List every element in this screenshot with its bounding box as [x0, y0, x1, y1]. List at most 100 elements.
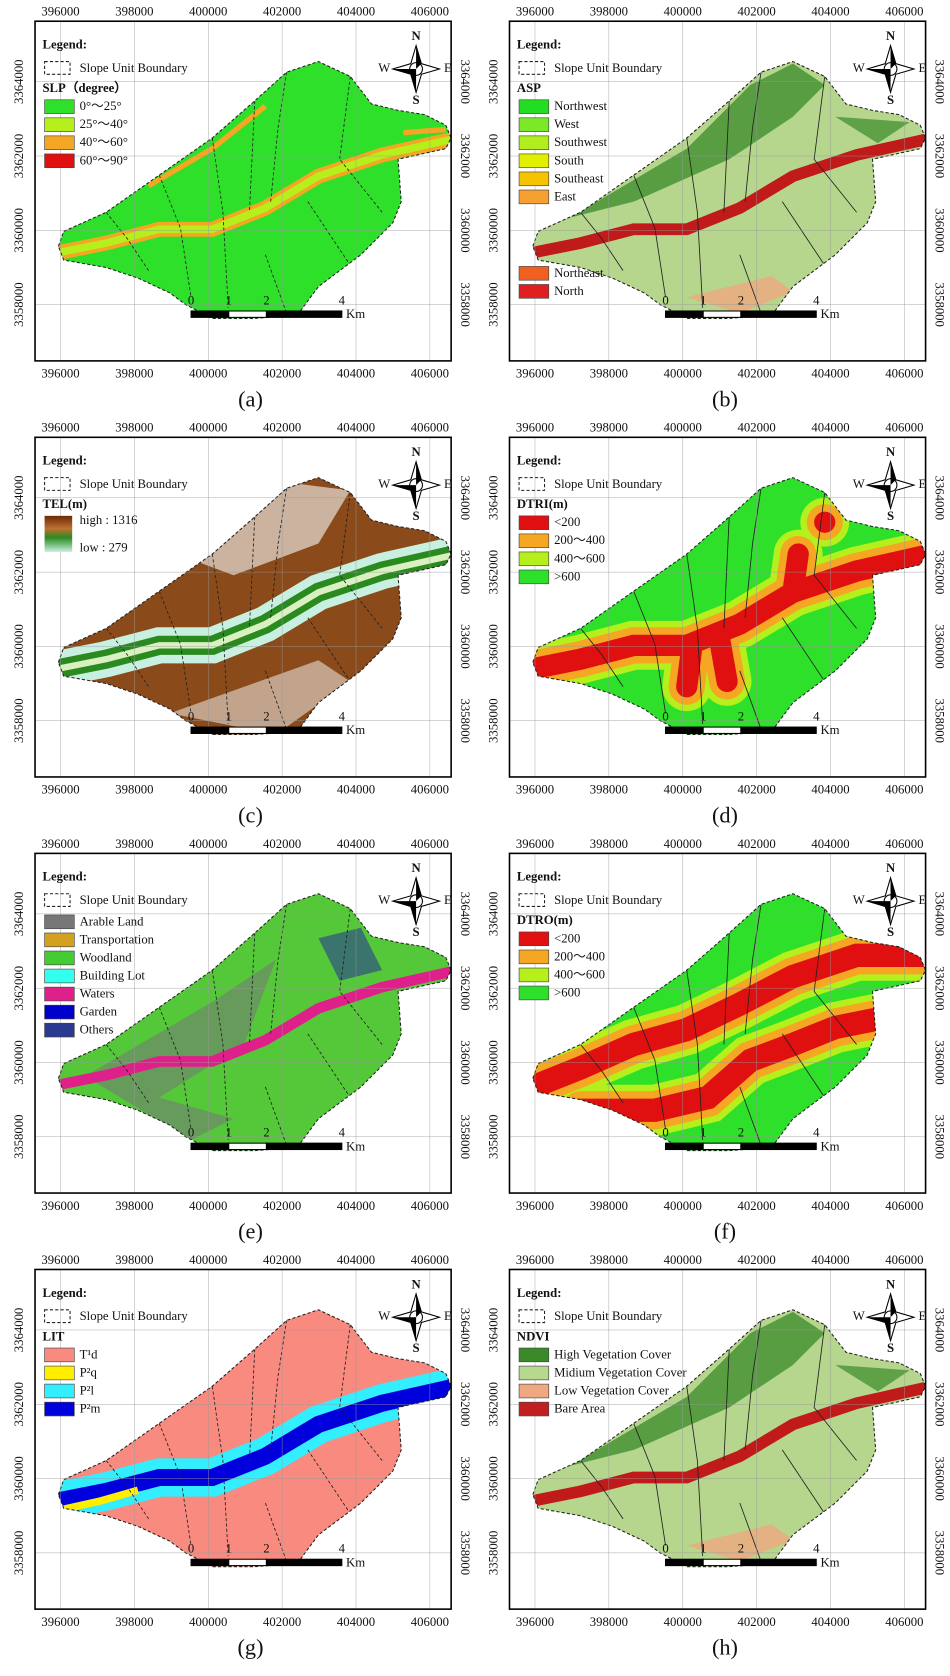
y-tick-label: 3358000	[12, 1115, 26, 1160]
scale-label: 4	[813, 1542, 820, 1556]
legend-label: Bare Area	[554, 1402, 606, 1416]
x-tick-label: 406000	[411, 783, 449, 797]
x-tick-label: 406000	[411, 1199, 449, 1213]
legend-label: Northwest	[554, 99, 607, 113]
compass-label: S	[887, 1341, 894, 1355]
x-tick-label: 402000	[263, 1253, 301, 1267]
compass-label: S	[887, 509, 894, 523]
legend-label: Midium Vegetation Cover	[554, 1365, 687, 1379]
watershed-boundary	[532, 477, 927, 736]
legend-swatch	[518, 99, 550, 114]
boundary-swatch	[518, 61, 546, 75]
y-tick-label: 3362000	[932, 134, 946, 179]
y-tick-label: 3362000	[12, 550, 26, 595]
y-tick-label: 3364000	[487, 1308, 501, 1353]
compass-label: S	[887, 93, 894, 107]
scale-label: 2	[738, 1542, 744, 1556]
legend-label: 0°～25°	[80, 99, 122, 113]
x-tick-label: 406000	[885, 1199, 923, 1213]
boundary-swatch	[518, 893, 546, 907]
watershed-boundary	[57, 60, 452, 319]
x-tick-label: 396000	[41, 1253, 79, 1267]
map-fill	[84, 959, 276, 1140]
y-tick-label: 3360000	[12, 624, 26, 669]
panel-caption: (b)	[712, 386, 738, 411]
gradient-swatch	[44, 515, 73, 552]
factor-title: DTRI(m)	[517, 497, 568, 511]
y-tick-label: 3362000	[458, 966, 472, 1011]
y-tick-label: 3364000	[487, 59, 501, 104]
boundary-swatch	[44, 893, 71, 907]
y-tick-label: 3360000	[458, 624, 472, 669]
factor-title: ASP	[517, 81, 541, 95]
compass-label: N	[411, 29, 421, 43]
legend-swatch	[44, 135, 75, 150]
watershed-boundary	[532, 60, 927, 319]
legend-swatch	[518, 135, 550, 150]
scale-label: 2	[263, 1542, 269, 1556]
x-tick-label: 406000	[885, 783, 923, 797]
compass-label: S	[413, 509, 420, 523]
compass-label: N	[411, 445, 421, 459]
legend-title: Legend:	[42, 1286, 87, 1300]
scale-unit: Km	[346, 1139, 365, 1153]
legend-label: >600	[554, 569, 580, 583]
x-tick-label: 404000	[811, 1615, 849, 1629]
legend-swatch	[44, 986, 75, 1002]
x-tick-label: 404000	[811, 837, 849, 851]
x-tick-label: 396000	[516, 5, 554, 19]
legend-label: Northeast	[554, 266, 604, 280]
y-tick-label: 3360000	[932, 208, 946, 253]
x-tick-label: 406000	[411, 367, 449, 381]
y-tick-label: 3362000	[932, 966, 946, 1011]
compass-rose	[883, 894, 898, 909]
y-tick-label: 3364000	[932, 892, 946, 937]
map-band	[532, 1378, 926, 1509]
scale-bar	[740, 1558, 817, 1567]
x-tick-label: 400000	[189, 421, 227, 435]
legend-swatch	[518, 931, 550, 947]
compass-label: E	[919, 61, 927, 75]
scale-bar	[664, 1558, 704, 1567]
x-tick-label: 400000	[189, 783, 227, 797]
scale-unit: Km	[346, 307, 365, 321]
scale-label: 0	[662, 709, 668, 723]
x-tick-label: 406000	[885, 5, 923, 19]
map-panel: 3960003960003980003980004000004000004020…	[487, 837, 947, 1244]
scale-bar	[740, 1142, 817, 1151]
x-tick-label: 398000	[115, 1615, 153, 1629]
compass-label: E	[444, 477, 452, 491]
legend-title: Legend:	[517, 38, 562, 52]
scale-bar	[190, 310, 230, 318]
x-tick-label: 396000	[41, 1615, 79, 1629]
x-tick-label: 398000	[590, 367, 628, 381]
map-band	[814, 511, 836, 533]
legend-label: 40°～60°	[80, 135, 128, 149]
x-tick-label: 400000	[189, 5, 227, 19]
boundary-label: Slope Unit Boundary	[554, 61, 663, 75]
compass-label: E	[444, 893, 452, 907]
y-tick-label: 3364000	[12, 892, 26, 937]
y-tick-label: 3360000	[487, 1040, 501, 1085]
compass-label: W	[853, 61, 865, 75]
y-tick-label: 3358000	[12, 282, 26, 327]
y-tick-label: 3358000	[12, 698, 26, 743]
legend-label: <200	[554, 931, 580, 945]
compass-rose	[392, 45, 422, 93]
x-tick-label: 400000	[189, 1615, 227, 1629]
map-fill	[686, 1524, 793, 1562]
x-tick-label: 406000	[411, 837, 449, 851]
panel-caption: (d)	[712, 802, 738, 827]
slope-unit-lines	[580, 72, 857, 314]
map-fill	[58, 1309, 452, 1567]
legend-label: 200～400	[554, 533, 605, 547]
map-band	[58, 548, 452, 674]
legend-swatch	[518, 515, 550, 530]
y-tick-label: 3362000	[487, 134, 501, 179]
scale-label: 4	[339, 709, 346, 723]
legend-swatch	[44, 153, 75, 169]
map-frame	[34, 436, 452, 778]
compass-rose	[867, 45, 896, 93]
y-tick-label: 3360000	[487, 624, 501, 669]
